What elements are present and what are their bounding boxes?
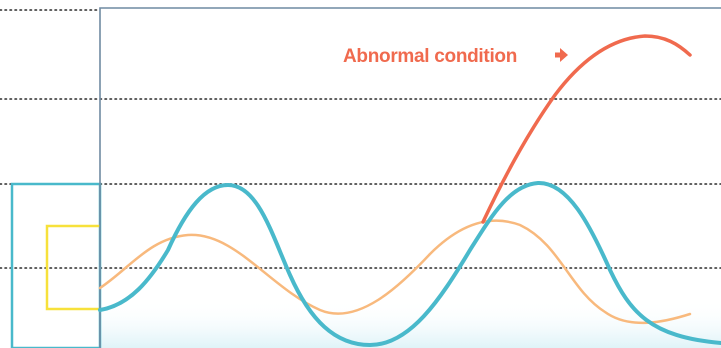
chart-frame — [99, 7, 721, 348]
small-yellow-box — [45, 224, 100, 311]
gridlines — [0, 9, 721, 269]
baseline-box — [10, 182, 102, 348]
floor-band — [100, 300, 721, 348]
abnormal-condition-label: Abnormal condition — [343, 46, 517, 67]
abnormal-wave — [481, 34, 692, 224]
right-arrow-icon — [555, 48, 568, 62]
normal-wave — [98, 180, 721, 348]
secondary-wave — [98, 219, 692, 325]
